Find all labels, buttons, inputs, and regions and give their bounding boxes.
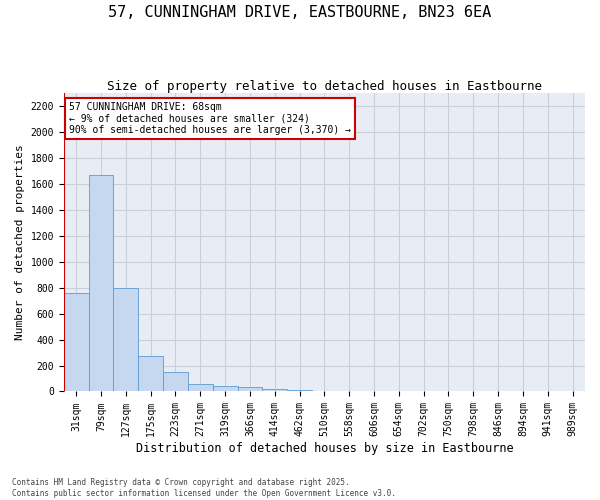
X-axis label: Distribution of detached houses by size in Eastbourne: Distribution of detached houses by size … [136, 442, 513, 455]
Bar [113, 288, 138, 392]
Text: 57, CUNNINGHAM DRIVE, EASTBOURNE, BN23 6EA: 57, CUNNINGHAM DRIVE, EASTBOURNE, BN23 6… [109, 5, 491, 20]
Bar [64, 293, 89, 392]
Y-axis label: Number of detached properties: Number of detached properties [15, 144, 25, 340]
Title: Size of property relative to detached houses in Eastbourne: Size of property relative to detached ho… [107, 80, 542, 93]
Text: 57 CUNNINGHAM DRIVE: 68sqm
← 9% of detached houses are smaller (324)
90% of semi: 57 CUNNINGHAM DRIVE: 68sqm ← 9% of detac… [69, 102, 351, 135]
Bar [262, 389, 287, 392]
Bar [89, 175, 113, 392]
Bar [138, 356, 163, 392]
Bar [362, 391, 386, 392]
Bar [238, 387, 262, 392]
Bar [163, 372, 188, 392]
Bar [287, 390, 312, 392]
Bar [212, 386, 238, 392]
Bar [188, 384, 212, 392]
Text: Contains HM Land Registry data © Crown copyright and database right 2025.
Contai: Contains HM Land Registry data © Crown c… [12, 478, 396, 498]
